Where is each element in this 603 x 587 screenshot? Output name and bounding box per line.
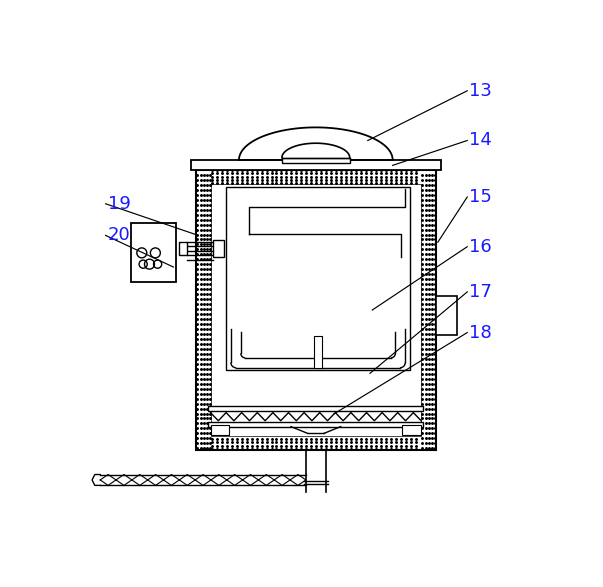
Bar bbox=[226, 187, 410, 370]
Text: 17: 17 bbox=[470, 283, 493, 301]
Bar bbox=[196, 170, 435, 450]
Bar bbox=[130, 224, 175, 282]
Text: 14: 14 bbox=[470, 131, 493, 150]
Text: 19: 19 bbox=[108, 195, 131, 212]
Bar bbox=[179, 242, 187, 255]
Bar bbox=[314, 336, 322, 368]
Text: 16: 16 bbox=[470, 238, 492, 256]
Text: 13: 13 bbox=[470, 82, 493, 100]
Bar bbox=[208, 406, 423, 411]
Bar bbox=[191, 160, 441, 170]
Text: 18: 18 bbox=[470, 323, 492, 342]
Bar bbox=[402, 425, 421, 435]
Text: 20: 20 bbox=[108, 227, 131, 244]
Bar bbox=[435, 296, 457, 335]
Bar bbox=[208, 422, 423, 427]
Text: 15: 15 bbox=[470, 188, 493, 206]
Bar bbox=[282, 158, 350, 163]
Bar bbox=[210, 184, 421, 436]
Bar bbox=[210, 425, 230, 435]
Bar bbox=[213, 239, 224, 257]
